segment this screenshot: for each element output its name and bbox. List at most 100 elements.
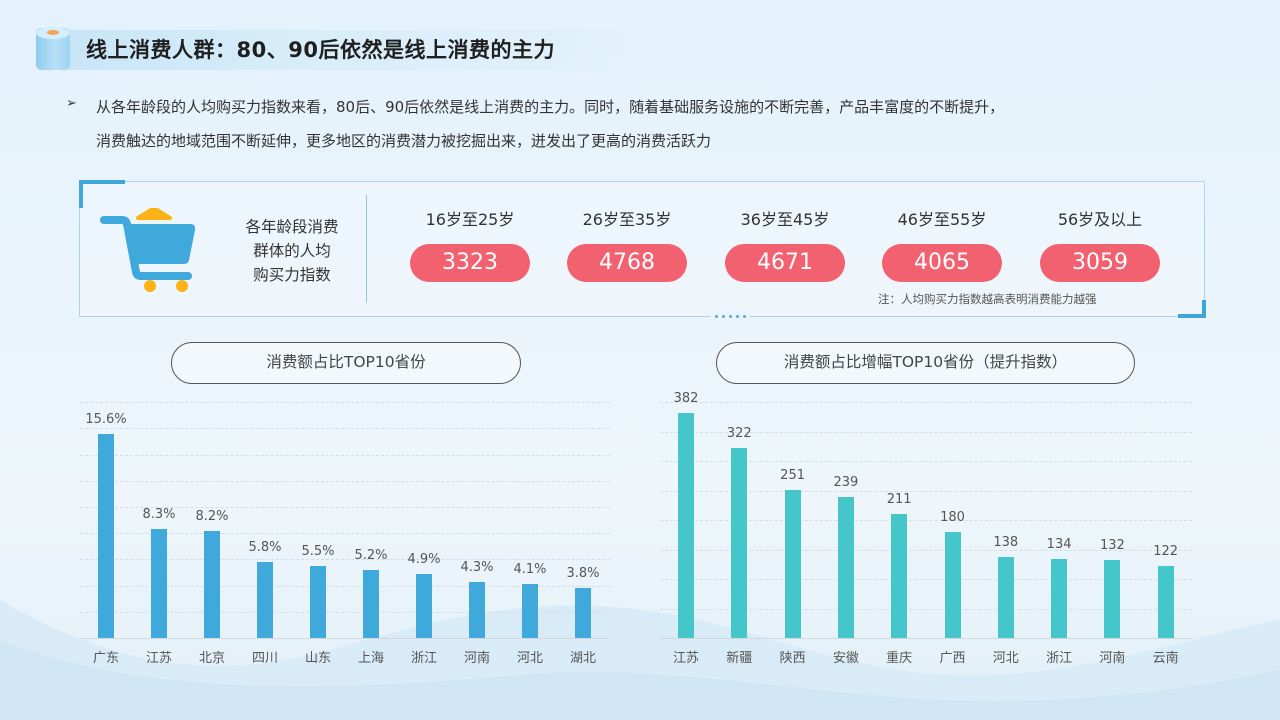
x-axis-line xyxy=(660,638,1192,639)
arrow-right-icon: ➢ xyxy=(66,96,77,111)
bar xyxy=(522,584,538,638)
bar-value-label: 4.9% xyxy=(407,551,441,567)
category-label: 北京 xyxy=(198,651,225,666)
bar-value-label: 4.3% xyxy=(460,559,494,575)
gridline xyxy=(80,480,610,482)
x-axis-line xyxy=(80,638,610,639)
bar xyxy=(1051,558,1068,638)
panel-divider xyxy=(366,195,367,303)
bar xyxy=(1157,566,1174,638)
category-label: 重庆 xyxy=(886,651,913,666)
index-badge: 3323 xyxy=(410,244,530,282)
gridline xyxy=(80,559,610,561)
panel-corner-decoration xyxy=(1178,314,1206,318)
bar-value-label: 4.1% xyxy=(513,562,547,578)
age-label: 56岁及以上 xyxy=(1057,210,1143,229)
age-group-16-25: 16岁至25岁 3323 xyxy=(408,208,532,282)
bar xyxy=(678,412,694,638)
age-group-46-55: 46岁至55岁 4065 xyxy=(880,208,1004,282)
panel-label-line: 群体的人均 xyxy=(253,242,331,260)
bar-value-label: 239 xyxy=(833,474,859,490)
shopping-cart-icon xyxy=(100,208,196,292)
panel-label-line: 各年龄段消费 xyxy=(245,218,339,236)
category-label: 新疆 xyxy=(726,651,753,666)
scroll-roll-core xyxy=(47,30,59,35)
bar xyxy=(204,530,220,638)
bar xyxy=(151,529,167,638)
panel-note: 注：人均购买力指数越高表明消费能力越强 xyxy=(878,292,1097,306)
bar-value-label: 211 xyxy=(886,491,912,507)
gridline xyxy=(80,402,610,404)
age-label: 26岁至35岁 xyxy=(582,210,672,229)
bar-value-label: 382 xyxy=(673,390,699,406)
bar xyxy=(731,448,748,638)
bar-value-label: 251 xyxy=(780,467,805,483)
gridline xyxy=(80,611,610,613)
gridline xyxy=(660,461,1192,462)
gridline xyxy=(660,490,1192,492)
category-label: 浙江 xyxy=(1046,651,1073,666)
bar xyxy=(944,531,961,638)
index-badge: 4065 xyxy=(882,244,1002,282)
category-label: 云南 xyxy=(1152,651,1179,666)
index-badge: 4671 xyxy=(725,244,845,282)
gridline xyxy=(80,507,610,508)
category-label: 安徽 xyxy=(832,651,859,666)
summary-line-1: 从各年龄段的人均购买力指数来看，80后、90后依然是线上消费的主力。同时，随着基… xyxy=(96,98,1005,116)
bar xyxy=(891,513,908,638)
left-chart-title: 消费额占比TOP10省份 xyxy=(171,342,521,384)
right-chart-title: 消费额占比增幅TOP10省份（提升指数） xyxy=(716,342,1135,384)
bar xyxy=(363,569,379,638)
gridline xyxy=(660,402,1192,403)
gridline xyxy=(660,579,1192,580)
bar xyxy=(416,573,432,638)
bar-value-label: 138 xyxy=(993,534,1019,550)
panel-dots-decoration xyxy=(710,312,750,320)
bar xyxy=(98,433,114,638)
left-bar-chart: 15.6% 广东 8.3% 江苏 8.2% 北京 5.8% 四川 5.5% 山东 5.2% 上海 4.9… xyxy=(80,390,610,670)
category-label: 广东 xyxy=(92,651,119,666)
gridline xyxy=(660,549,1192,551)
panel-label: 各年龄段消费 群体的人均 购买力指数 xyxy=(220,215,364,287)
background-wave xyxy=(0,600,1280,720)
category-label: 山东 xyxy=(304,651,331,666)
gridline xyxy=(80,428,610,430)
bar-value-label: 5.5% xyxy=(301,544,335,559)
category-label: 陕西 xyxy=(779,651,806,666)
panel-label-line: 购买力指数 xyxy=(253,266,331,284)
gridline xyxy=(80,585,610,587)
age-label: 36岁至45岁 xyxy=(740,210,830,229)
category-label: 广西 xyxy=(939,651,966,666)
age-group-36-45: 36岁至45岁 4671 xyxy=(723,208,847,282)
age-group-26-35: 26岁至35岁 4768 xyxy=(565,208,689,282)
bar-value-label: 322 xyxy=(726,426,752,442)
index-badge: 3059 xyxy=(1040,244,1160,282)
bar xyxy=(997,556,1014,638)
gridline xyxy=(80,454,610,456)
gridline xyxy=(660,431,1192,433)
bar-value-label: 3.8% xyxy=(566,566,600,582)
panel-corner-decoration xyxy=(79,180,83,208)
bar-value-label: 8.2% xyxy=(195,508,229,524)
category-label: 江苏 xyxy=(672,651,699,666)
age-group-56-plus: 56岁及以上 3059 xyxy=(1038,208,1162,282)
category-label: 上海 xyxy=(357,651,384,666)
bar-value-label: 134 xyxy=(1046,536,1072,552)
bar-value-label: 15.6% xyxy=(85,411,127,427)
panel-corner-decoration xyxy=(1202,300,1206,318)
gridline xyxy=(80,533,610,535)
bar xyxy=(1104,560,1121,638)
category-label: 江苏 xyxy=(145,651,172,666)
title-band xyxy=(38,30,678,70)
bar xyxy=(837,496,854,638)
summary-line-2: 消费触达的地域范围不断延伸，更多地区的消费潜力被挖掘出来，迸发出了更高的消费活跃… xyxy=(96,132,712,150)
page-title: 线上消费人群：80、90后依然是线上消费的主力 xyxy=(86,38,555,62)
bar-value-label: 5.2% xyxy=(354,547,388,563)
category-label: 河北 xyxy=(992,651,1019,666)
bar xyxy=(257,562,273,638)
bar xyxy=(310,566,326,638)
age-label: 46岁至55岁 xyxy=(897,210,987,229)
gridline xyxy=(660,520,1192,521)
age-label: 16岁至25岁 xyxy=(425,210,515,229)
bar-value-label: 8.3% xyxy=(142,507,176,523)
